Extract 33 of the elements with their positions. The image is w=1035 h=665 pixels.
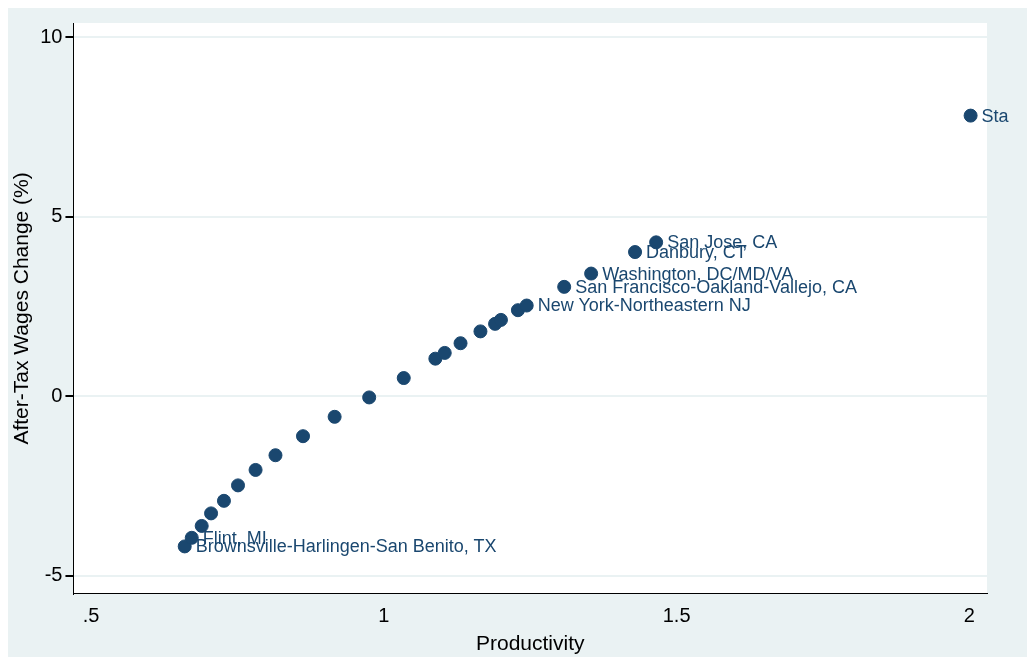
- point: [231, 478, 245, 493]
- point: [216, 493, 231, 508]
- point: [327, 409, 342, 424]
- point: [473, 324, 488, 339]
- point: [296, 429, 311, 444]
- annotation: Sta: [981, 105, 1010, 126]
- point: [628, 245, 643, 260]
- point: [194, 518, 209, 533]
- point: [204, 506, 219, 521]
- point: [453, 336, 468, 351]
- point: [584, 266, 599, 281]
- y-axis-title: After-Tax Wages Change (%): [9, 172, 33, 445]
- point: [184, 530, 199, 545]
- x-tick-label: 2: [963, 604, 975, 627]
- y-tick-label: 10: [40, 24, 63, 47]
- point: [177, 539, 192, 554]
- point: [519, 298, 534, 313]
- point: [493, 312, 508, 327]
- point: [557, 279, 572, 294]
- y-tick-label: -5: [44, 563, 63, 586]
- y-tick-label: 5: [51, 204, 63, 227]
- x-tick-label: 1.5: [662, 604, 691, 627]
- point: [437, 345, 452, 360]
- point: [248, 462, 263, 477]
- point: [268, 448, 283, 463]
- y-tick-label: 0: [51, 383, 63, 406]
- point: [362, 390, 377, 405]
- x-tick-label: .5: [82, 604, 100, 627]
- point: [963, 108, 978, 123]
- x-tick-label: 1: [378, 604, 390, 627]
- annotation: New York-Northeastern NJ: [537, 295, 751, 316]
- x-axis-title: Productivity: [475, 631, 585, 655]
- point: [396, 371, 411, 386]
